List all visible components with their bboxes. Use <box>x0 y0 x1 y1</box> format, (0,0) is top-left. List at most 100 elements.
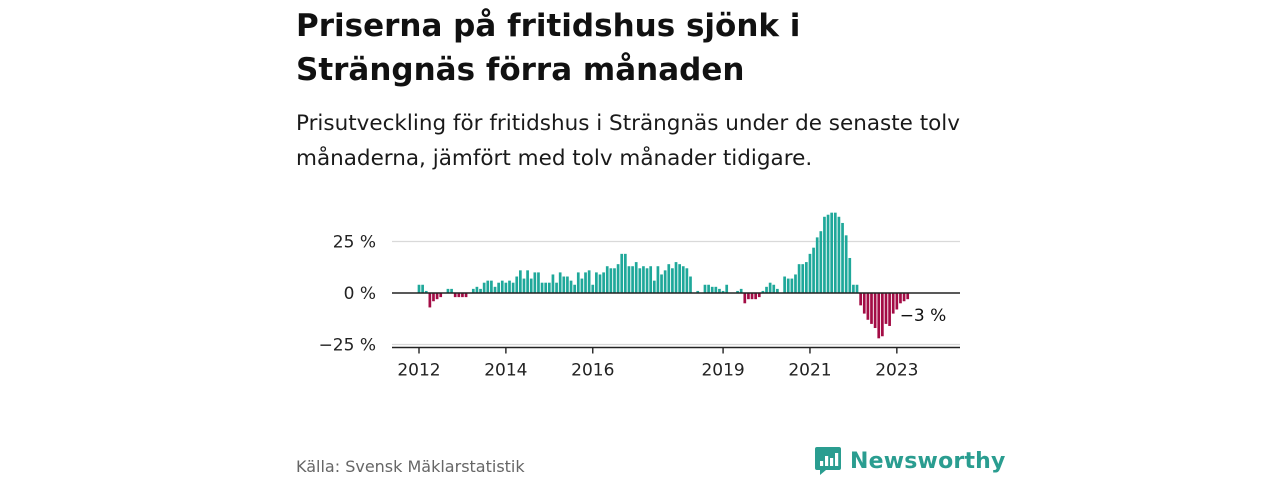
x-tick-label: 2014 <box>484 361 527 381</box>
bar <box>812 247 815 293</box>
bar <box>482 282 486 293</box>
bar <box>870 293 873 324</box>
chart-title: Priserna på fritidshus sjönk i Strängnäs… <box>296 8 801 88</box>
bar <box>562 276 566 293</box>
bar <box>671 268 674 293</box>
chart-card: Priserna på fritidshus sjönk i Strängnäs… <box>296 0 1005 480</box>
bar <box>801 264 805 293</box>
bar <box>656 266 660 293</box>
bar <box>714 286 718 293</box>
bar <box>504 282 508 293</box>
bar <box>587 270 591 293</box>
bar <box>750 293 754 300</box>
bar <box>616 264 620 293</box>
bar <box>475 286 479 293</box>
bar <box>439 293 443 298</box>
bar <box>631 266 634 293</box>
bar <box>689 276 692 293</box>
bar <box>808 253 812 293</box>
bar <box>620 253 624 293</box>
bar <box>508 280 511 293</box>
bar <box>667 264 671 293</box>
bar <box>634 262 638 293</box>
bar <box>844 235 848 293</box>
newsworthy-brand[interactable]: Newsworthy <box>814 446 1006 476</box>
bar-chart: 25 % 0 % −25 % 2012 2014 2016 2019 2021 2023 −3 % <box>319 212 960 381</box>
bar <box>609 268 613 293</box>
bar <box>768 282 772 293</box>
bar <box>566 276 569 293</box>
bar <box>450 288 453 293</box>
bar <box>747 293 750 300</box>
bar <box>417 284 421 293</box>
bar <box>551 274 555 293</box>
y-tick-label: 0 % <box>344 284 376 304</box>
bar <box>595 272 598 293</box>
bar <box>852 284 855 293</box>
bar <box>573 284 577 293</box>
bar <box>649 266 653 293</box>
bar <box>497 282 500 293</box>
bar <box>500 280 504 293</box>
bar <box>613 268 616 293</box>
bar <box>663 270 667 293</box>
bar <box>674 262 678 293</box>
bar <box>424 290 428 293</box>
bar <box>902 293 906 302</box>
bar <box>804 262 808 293</box>
bar <box>515 276 519 293</box>
bar <box>580 278 584 293</box>
bar <box>446 288 450 293</box>
bar <box>537 272 540 293</box>
bar <box>761 290 765 293</box>
bar <box>862 293 866 314</box>
bar <box>584 272 587 293</box>
bar <box>529 278 533 293</box>
bar <box>841 222 844 293</box>
source-note: Källa: Svensk Mäklarstatistik <box>296 457 525 476</box>
bar <box>605 266 609 293</box>
bar <box>464 293 468 298</box>
y-tick-label: 25 % <box>333 233 376 253</box>
bar <box>526 270 529 293</box>
bar <box>558 272 562 293</box>
bar <box>718 288 721 293</box>
bar <box>602 272 605 293</box>
bar <box>873 293 877 329</box>
newsworthy-logo-icon <box>815 447 841 475</box>
bar <box>681 266 685 293</box>
bar <box>453 293 457 298</box>
bar <box>490 280 493 293</box>
bar <box>906 293 910 300</box>
last-value-annotation: −3 % <box>900 306 947 326</box>
bar <box>703 284 707 293</box>
bar <box>776 288 779 293</box>
x-tick-label: 2012 <box>397 361 440 381</box>
bar <box>830 212 834 293</box>
bar <box>790 278 794 293</box>
bar <box>895 293 899 310</box>
bar <box>471 288 475 293</box>
bar <box>544 282 548 293</box>
bar <box>479 288 482 293</box>
chart-subtitle: Prisutveckling för fritidshus i Strängnä… <box>296 111 960 171</box>
bar <box>754 293 758 300</box>
bar <box>428 293 432 308</box>
bar <box>569 280 573 293</box>
bar <box>707 284 710 293</box>
bar <box>623 253 627 293</box>
bar <box>743 293 747 304</box>
y-tick-label: −25 % <box>319 336 376 356</box>
bar <box>721 290 725 293</box>
bar <box>627 266 631 293</box>
x-tick-label: 2016 <box>571 361 614 381</box>
bar <box>678 264 681 293</box>
bar <box>786 278 790 293</box>
bar <box>576 272 580 293</box>
bar <box>725 284 729 293</box>
bar <box>819 231 823 293</box>
bar <box>547 282 551 293</box>
bar <box>884 293 888 324</box>
bar <box>511 282 515 293</box>
brand-name: Newsworthy <box>850 448 1006 474</box>
